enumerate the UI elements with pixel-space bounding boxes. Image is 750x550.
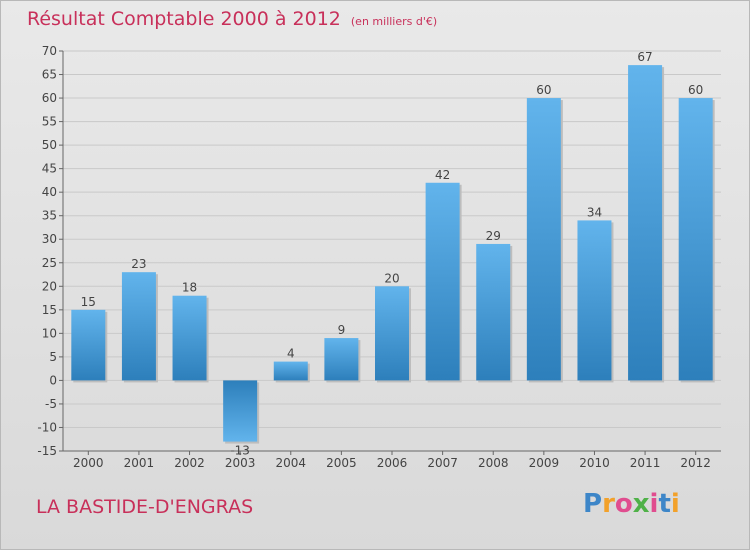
logo-letter: x [632,489,650,519]
y-tick-label: -15 [37,444,57,458]
bar-2011 [628,65,663,381]
bar-2012 [678,98,713,381]
y-tick-label: 35 [42,209,57,223]
x-tick-label: 2011 [630,456,661,470]
y-tick-label: -5 [45,397,57,411]
x-tick-label: 2004 [275,456,306,470]
value-label: 23 [131,257,146,271]
x-tick-label: 2005 [326,456,357,470]
logo-letter: r [602,489,615,519]
bar-2010 [577,220,612,381]
value-label: 9 [338,323,346,337]
bar-2006 [375,286,409,381]
bar-2005 [324,338,359,381]
bar-2000 [71,309,106,381]
value-label: 60 [688,83,703,97]
y-tick-label: 25 [42,256,57,270]
value-label: 15 [81,295,96,309]
logo-letter: i [670,489,680,519]
y-tick-label: 50 [42,138,57,152]
x-tick-label: 2008 [478,456,509,470]
x-tick-label: 2001 [124,456,155,470]
logo-letter: t [658,489,671,519]
value-label: -13 [230,444,250,458]
value-label: 67 [637,50,652,64]
proxiti-logo[interactable]: Proxiti [583,489,680,519]
y-tick-label: 70 [42,44,57,58]
bar-2008 [476,243,511,381]
value-label: 20 [384,271,399,285]
x-tick-label: 2010 [579,456,610,470]
y-tick-label: 65 [42,68,57,82]
y-tick-label: 60 [42,91,57,105]
y-tick-label: 5 [49,350,57,364]
logo-letter: o [614,489,633,519]
value-label: 42 [435,168,450,182]
value-label: 60 [536,83,551,97]
title-line: Résultat Comptable 2000 à 2012 (en millie… [27,8,437,30]
y-tick-label: 15 [42,303,57,317]
y-tick-label: 55 [42,115,57,129]
y-tick-label: 30 [42,232,57,246]
chart-subtitle: (en milliers d'€) [350,15,438,28]
bar-2009 [526,98,561,381]
chart-title: Résultat Comptable 2000 à 2012 [27,8,341,30]
x-tick-label: 2009 [529,456,560,470]
bar-2007 [425,182,460,381]
x-tick-label: 2006 [377,456,408,470]
y-tick-label: -10 [37,420,57,434]
bar-2004 [273,361,308,381]
value-label: 18 [182,281,197,295]
value-label: 4 [287,347,295,361]
value-label: 34 [587,205,602,219]
y-tick-label: 20 [42,279,57,293]
y-tick-label: 45 [42,162,57,176]
x-tick-label: 2007 [427,456,458,470]
y-tick-label: 0 [49,373,57,387]
commune-name: LA BASTIDE-D'ENGRAS [36,496,254,518]
x-tick-label: 2000 [73,456,104,470]
y-tick-label: 40 [42,185,57,199]
x-tick-label: 2012 [680,456,711,470]
value-label: 29 [486,229,501,243]
bar-2002 [172,295,207,381]
bar-2003 [223,380,258,442]
x-tick-label: 2002 [174,456,205,470]
bar-2001 [121,272,156,381]
x-tick-label: 2003 [225,456,256,470]
y-tick-label: 10 [42,326,57,340]
logo-letter: i [649,489,659,519]
logo-letter: P [583,489,603,519]
